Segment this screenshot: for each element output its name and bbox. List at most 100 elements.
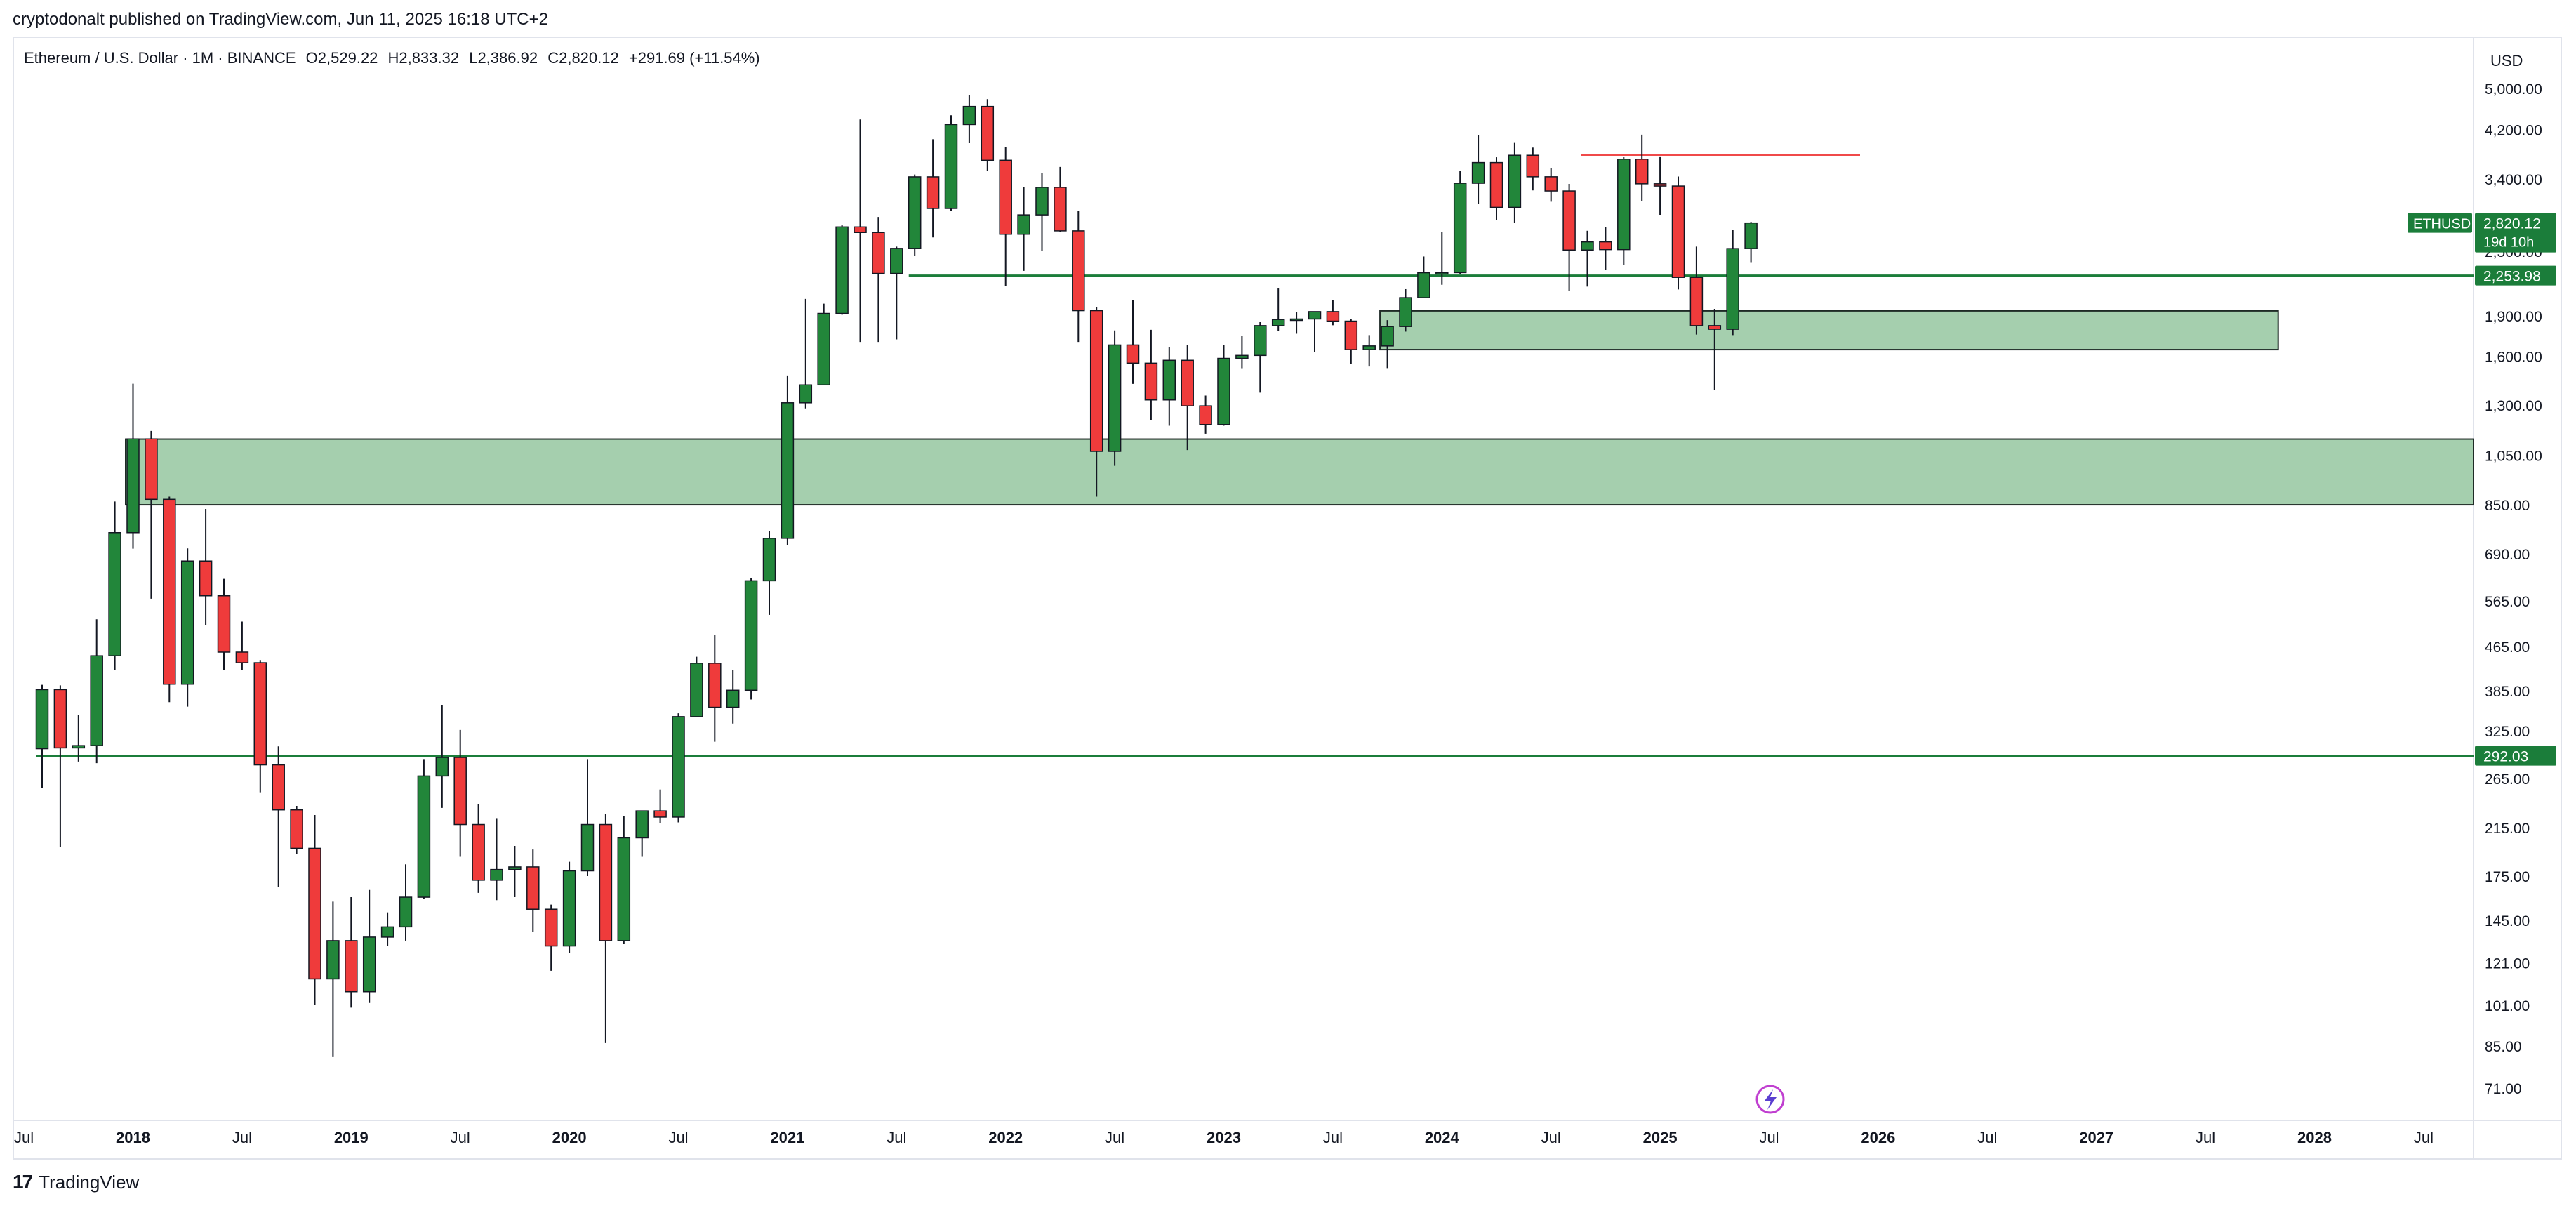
candle-2020-06[interactable] [653,789,667,823]
candle-2023-06[interactable] [1308,311,1322,352]
candle-2020-08[interactable] [690,656,703,717]
candle-2020-12[interactable] [762,531,776,615]
candle-2021-03[interactable] [817,303,830,386]
candle-2023-02[interactable] [1235,336,1249,369]
candle-2021-04[interactable] [835,225,849,315]
candle-2022-10[interactable] [1162,347,1176,426]
price-chart[interactable]: USD5,000.004,200.003,400.002,500.001,900… [14,38,2561,1158]
candle-2020-03[interactable] [599,814,613,1043]
candle-2024-07[interactable] [1544,168,1558,202]
candle-2018-12[interactable] [326,901,340,1057]
candle-2019-05[interactable] [417,759,431,899]
candle-2021-12[interactable] [981,99,995,171]
candle-2017-09[interactable] [53,685,67,847]
candle-2022-04[interactable] [1054,166,1067,233]
candle-2024-08[interactable] [1562,184,1576,291]
candle-2024-09[interactable] [1581,230,1594,287]
candle-2025-04[interactable] [1708,308,1722,390]
candle-2019-02[interactable] [362,889,376,1003]
candle-2020-04[interactable] [617,816,631,944]
candle-2023-11[interactable] [1399,288,1412,332]
candle-2020-05[interactable] [635,810,649,857]
candle-2024-10[interactable] [1599,227,1612,270]
candle-2021-09[interactable] [926,139,940,238]
candle-2022-12[interactable] [1199,395,1212,434]
candle-2025-05[interactable] [1726,230,1739,336]
candle-2022-11[interactable] [1181,345,1194,451]
candle-2019-10[interactable] [508,846,522,898]
candle-2025-03[interactable] [1689,246,1704,335]
candle-2022-09[interactable] [1144,329,1158,420]
candle-2024-11[interactable] [1617,157,1631,265]
candle-2018-05[interactable] [199,509,213,625]
time-axis[interactable]: Jul 2018 Jul 2019 Jul 2020 Jul 2021 Jul 2022 Jul 20… [14,1129,2434,1146]
candle-2024-05[interactable] [1508,142,1522,224]
candle-2023-01[interactable] [1217,345,1230,426]
candle-2022-06[interactable] [1089,307,1103,497]
candle-2019-12[interactable] [544,904,558,971]
candle-2017-12[interactable] [108,501,121,670]
candle-2021-06[interactable] [872,217,885,343]
candle-2019-03[interactable] [380,912,394,946]
candle-2023-08[interactable] [1344,319,1358,364]
candle-2020-02[interactable] [580,759,595,877]
chart-frame[interactable]: USD5,000.004,200.003,400.002,500.001,900… [13,37,2562,1160]
candle-2019-11[interactable] [526,849,540,932]
candle-2020-01[interactable] [562,861,576,954]
candle-2017-11[interactable] [90,619,103,764]
candle-2024-12[interactable] [1635,134,1649,201]
candle-2022-07[interactable] [1108,330,1122,466]
candle-2024-02[interactable] [1453,171,1467,274]
candle-2024-04[interactable] [1489,157,1503,220]
price-axis[interactable]: USD5,000.004,200.003,400.002,500.001,900… [2485,52,2542,1097]
candle-2024-01[interactable] [1435,232,1449,285]
candle-2023-10[interactable] [1381,320,1394,369]
candle-2020-07[interactable] [672,713,685,823]
candle-2022-01[interactable] [999,147,1012,286]
candle-2019-06[interactable] [435,705,449,808]
candle-2024-06[interactable] [1526,147,1540,191]
candle-2023-03[interactable] [1254,322,1267,393]
candle-2023-04[interactable] [1271,288,1285,331]
candle-2018-08[interactable] [253,660,267,793]
candle-2022-03[interactable] [1035,173,1049,251]
candle-2025-06[interactable] [1744,222,1758,263]
candle-2018-07[interactable] [235,621,249,671]
candle-2022-02[interactable] [1017,187,1030,271]
candle-2018-09[interactable] [272,746,285,887]
candle-2018-06[interactable] [217,578,231,670]
candle-2023-12[interactable] [1417,256,1430,298]
candle-2021-07[interactable] [890,246,903,340]
candle-2019-08[interactable] [472,804,485,893]
candle-2019-09[interactable] [490,818,503,901]
candle-2020-10[interactable] [726,670,740,724]
candle-2018-03[interactable] [163,496,176,703]
candle-2021-05[interactable] [854,119,867,343]
candle-2018-01[interactable] [126,383,140,549]
candle-2019-04[interactable] [399,864,413,941]
candle-2020-09[interactable] [708,635,722,742]
candles[interactable] [35,94,1758,1057]
candle-2022-08[interactable] [1126,300,1140,384]
candle-2020-11[interactable] [744,578,758,700]
candle-2022-05[interactable] [1072,211,1085,343]
candle-2021-08[interactable] [908,174,922,256]
candle-2019-01[interactable] [345,897,358,1008]
candle-2018-11[interactable] [308,814,321,1006]
candle-2025-02[interactable] [1671,176,1685,290]
footer-brand[interactable]: 17 TradingView [13,1171,139,1193]
candle-2021-10[interactable] [944,115,958,211]
candle-2018-02[interactable] [145,430,158,599]
candle-2019-07[interactable] [453,729,467,857]
candle-2021-01[interactable] [781,375,795,545]
candle-2025-01[interactable] [1653,156,1667,216]
candle-2018-04[interactable] [180,548,194,707]
candle-2023-05[interactable] [1289,312,1303,334]
candle-2024-03[interactable] [1471,135,1485,204]
candle-2017-08[interactable] [35,684,49,788]
candle-2018-10[interactable] [290,805,303,855]
candle-2021-02[interactable] [799,298,813,409]
candle-2023-09[interactable] [1362,335,1376,367]
candle-2023-07[interactable] [1326,300,1340,326]
candle-2017-10[interactable] [72,714,86,762]
